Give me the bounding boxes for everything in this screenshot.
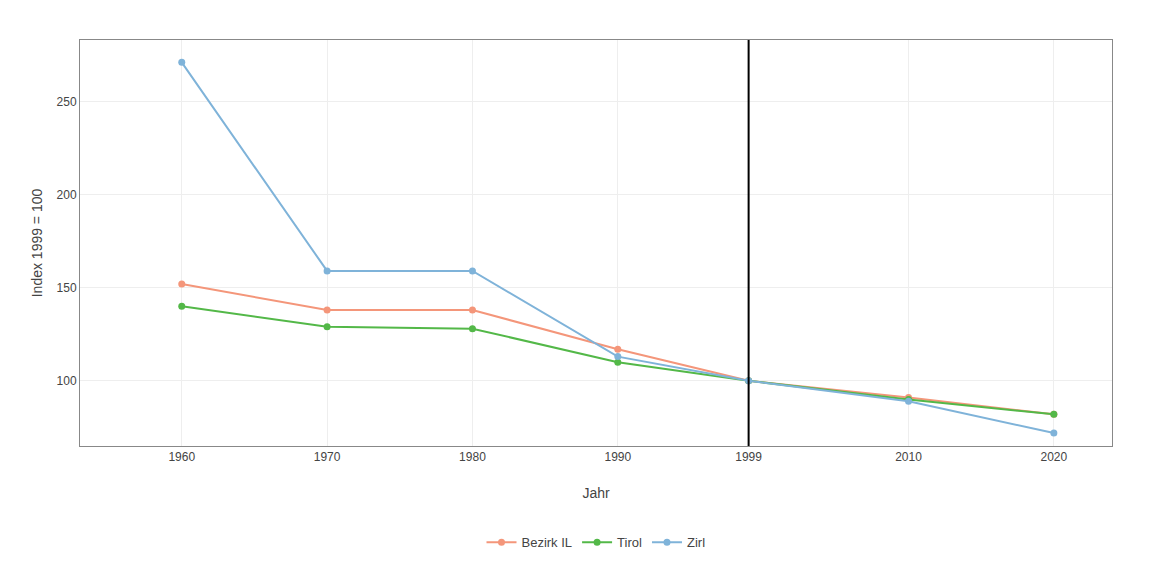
svg-text:1999: 1999 [735,450,762,464]
svg-text:Index 1999 = 100: Index 1999 = 100 [29,188,45,297]
svg-text:1970: 1970 [314,450,341,464]
svg-text:Jahr: Jahr [582,485,610,501]
svg-text:Tirol: Tirol [617,535,642,550]
svg-text:Bezirk IL: Bezirk IL [522,535,573,550]
svg-text:250: 250 [57,95,77,109]
svg-text:150: 150 [57,281,77,295]
svg-text:Zirl: Zirl [687,535,705,550]
svg-text:100: 100 [57,374,77,388]
svg-text:200: 200 [57,188,77,202]
svg-text:1990: 1990 [604,450,631,464]
svg-text:2020: 2020 [1041,450,1068,464]
svg-text:1960: 1960 [168,450,195,464]
svg-text:1980: 1980 [459,450,486,464]
svg-text:2010: 2010 [895,450,922,464]
